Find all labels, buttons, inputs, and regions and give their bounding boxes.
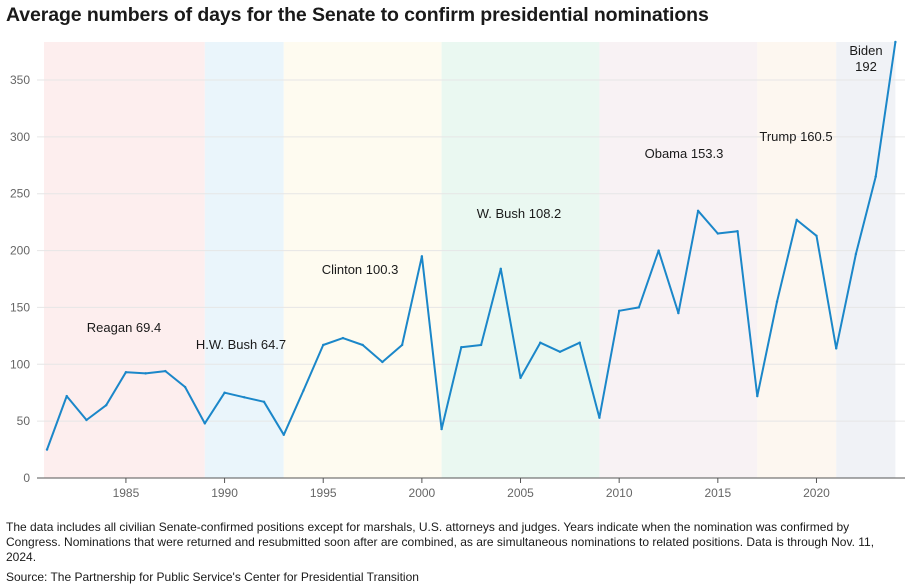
data-point	[460, 346, 463, 349]
data-point	[104, 404, 108, 407]
y-axis-ticks: 0 50 100 150 200 250 300 350	[10, 73, 30, 485]
data-point	[677, 311, 680, 315]
data-point	[243, 396, 246, 399]
data-point	[815, 234, 818, 237]
data-point	[124, 371, 128, 374]
y-tick-label: 150	[10, 300, 30, 314]
data-point	[558, 350, 562, 353]
y-tick-label: 250	[10, 187, 30, 201]
y-tick-label: 100	[10, 357, 30, 371]
y-tick-label: 50	[17, 414, 31, 428]
x-tick-label: 2015	[704, 486, 731, 500]
admin-label-line: W. Bush 108.2	[477, 206, 562, 221]
y-tick-label: 300	[10, 130, 30, 144]
data-point	[539, 341, 542, 344]
x-tick-label: 2010	[606, 486, 633, 500]
data-point	[223, 391, 226, 394]
data-point	[85, 418, 88, 422]
data-point	[637, 306, 641, 309]
data-point	[775, 300, 779, 303]
x-tick-label: 1985	[113, 486, 140, 500]
admin-label-line: Reagan 69.4	[87, 320, 161, 335]
admin-band	[441, 42, 600, 478]
data-point	[440, 427, 443, 431]
data-point	[302, 389, 305, 392]
data-point	[144, 372, 147, 375]
admin-band	[204, 42, 284, 478]
y-tick-label: 0	[23, 471, 30, 485]
admin-label: Reagan 69.4	[87, 320, 161, 335]
data-point	[164, 369, 167, 373]
line-chart: 0 50 100 150 200 250 300 350 1985 1990 1995 2000 20…	[10, 40, 905, 500]
data-point	[183, 385, 187, 389]
admin-band	[44, 42, 205, 478]
data-point	[361, 343, 364, 347]
admin-label: Biden 192	[849, 43, 882, 74]
x-tick-label: 1995	[310, 486, 337, 500]
data-point	[262, 400, 266, 404]
admin-label: Clinton 100.3	[322, 262, 399, 277]
administration-bands	[44, 42, 896, 478]
data-point	[578, 341, 581, 344]
data-point	[341, 336, 345, 340]
data-point	[874, 175, 877, 178]
x-axis-ticks: 1985 1990 1995 2000 2005 2010 2015 2020	[113, 478, 830, 500]
x-tick-label: 2000	[409, 486, 436, 500]
data-point	[696, 209, 700, 212]
admin-label: H.W. Bush 64.7	[196, 337, 286, 352]
footnote: The data includes all civilian Senate-co…	[6, 520, 875, 564]
admin-label: Obama 153.3	[645, 146, 724, 161]
data-point	[756, 394, 759, 398]
admin-band	[599, 42, 758, 478]
data-point	[519, 376, 522, 380]
x-tick-label: 2020	[803, 486, 830, 500]
data-point	[736, 230, 739, 233]
admin-band	[757, 42, 837, 478]
data-point	[854, 252, 858, 256]
data-point	[322, 343, 325, 347]
source-note: Source: The Partnership for Public Servi…	[6, 570, 419, 584]
admin-label-line: Obama 153.3	[645, 146, 724, 161]
admin-label: Trump 160.5	[759, 129, 832, 144]
admin-label-line: 192	[855, 59, 877, 74]
chart-title: Average numbers of days for the Senate t…	[6, 4, 709, 26]
data-point	[65, 394, 68, 398]
series-line-group	[45, 40, 897, 451]
data-point	[835, 347, 838, 350]
admin-label-line: Clinton 100.3	[322, 262, 399, 277]
data-point	[45, 448, 49, 451]
data-point	[381, 360, 384, 364]
y-tick-label: 200	[10, 244, 30, 258]
data-point	[420, 255, 424, 258]
data-point	[657, 249, 660, 252]
data-point	[282, 433, 285, 436]
administration-labels: Reagan 69.4 H.W. Bush 64.7 Clinton 100.3 W.…	[87, 43, 883, 352]
x-tick-label: 2005	[507, 486, 534, 500]
data-point	[617, 309, 621, 313]
admin-band	[283, 42, 442, 478]
admin-label-line: Biden	[849, 43, 882, 58]
data-point	[894, 40, 897, 44]
data-point	[598, 416, 601, 419]
data-point	[203, 422, 207, 425]
x-tick-label: 1990	[211, 486, 238, 500]
data-point	[716, 232, 720, 235]
admin-label-line: Trump 160.5	[759, 129, 832, 144]
data-point	[499, 267, 502, 270]
series-line	[46, 41, 897, 451]
data-point	[795, 218, 798, 222]
admin-label-line: H.W. Bush 64.7	[196, 337, 286, 352]
admin-label: W. Bush 108.2	[477, 206, 562, 221]
gridlines	[37, 79, 905, 422]
y-tick-label: 350	[10, 73, 30, 87]
data-point	[400, 343, 404, 347]
data-point	[479, 343, 483, 347]
